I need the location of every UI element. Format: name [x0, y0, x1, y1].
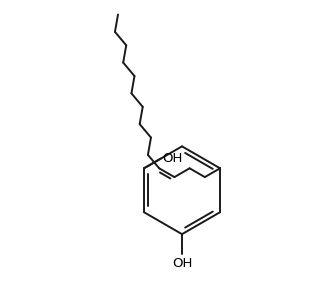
- Text: OH: OH: [163, 152, 183, 165]
- Text: OH: OH: [172, 257, 192, 270]
